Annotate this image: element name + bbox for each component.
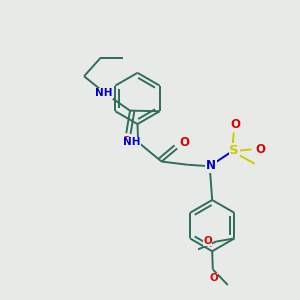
Text: NH: NH: [122, 137, 140, 147]
Text: O: O: [209, 273, 218, 283]
Text: O: O: [230, 118, 240, 131]
Text: O: O: [255, 143, 265, 156]
Text: NH: NH: [95, 88, 113, 98]
Text: N: N: [206, 159, 216, 172]
Text: S: S: [229, 143, 239, 157]
Text: O: O: [179, 136, 189, 149]
Text: O: O: [203, 236, 212, 246]
Text: O: O: [121, 135, 131, 148]
